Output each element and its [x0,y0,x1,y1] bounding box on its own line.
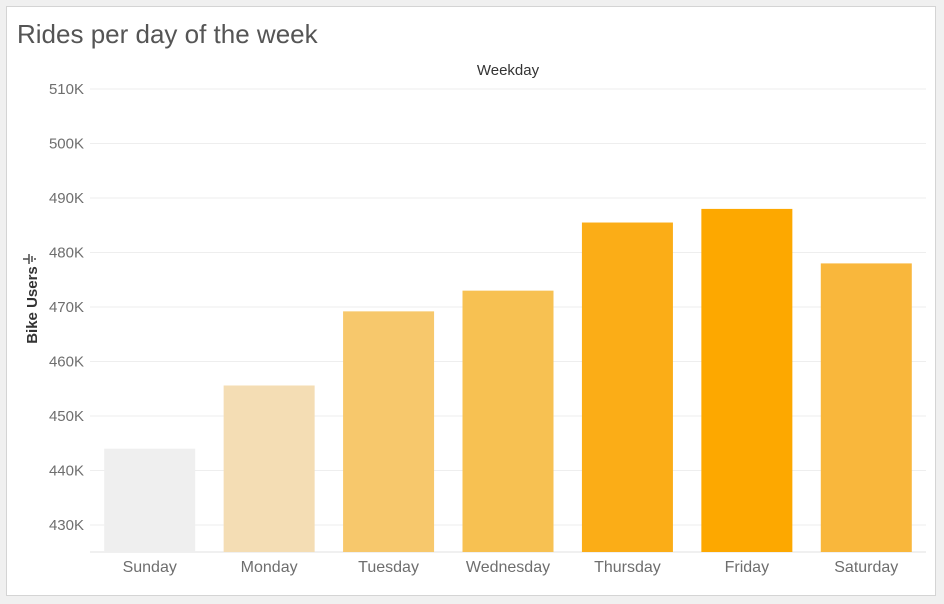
y-axis-title-group: Bike Users [23,254,41,344]
y-tick-label: 460K [49,354,84,371]
y-tick-label: 430K [49,517,84,534]
bar-monday[interactable] [223,385,315,552]
y-tick-label: 490K [49,190,84,207]
x-tick-label-friday: Friday [725,559,769,576]
bar-thursday[interactable] [581,222,673,552]
bar-tuesday[interactable] [343,311,435,552]
y-tick-label: 510K [49,81,84,98]
bar-friday[interactable] [701,208,793,552]
y-tick-label: 470K [49,299,84,316]
x-tick-label-tuesday: Tuesday [358,559,419,576]
chart-title: Rides per day of the week [17,19,318,49]
bar-wednesday[interactable] [462,290,554,552]
x-axis-title: Weekday [477,62,540,79]
x-tick-label-sunday: Sunday [123,559,177,576]
bars [104,208,912,552]
x-axis-tick-labels: Sunday Monday Tuesday Wednesday Thursday Frid… [123,559,899,576]
x-tick-label-saturday: Saturday [834,559,898,576]
y-axis-title: Bike Users [24,266,41,344]
y-tick-label: 500K [49,136,84,153]
x-tick-label-monday: Monday [241,559,298,576]
y-axis-tick-labels: 430K 440K 450K 460K 470K 480K 490K 500K 510K [49,81,84,534]
y-tick-label: 450K [49,408,84,425]
y-tick-label: 480K [49,245,84,262]
bar-sunday[interactable] [104,448,196,552]
x-tick-label-wednesday: Wednesday [466,559,550,576]
sort-descending-icon[interactable] [23,254,36,264]
y-tick-label: 440K [49,463,84,480]
bar-saturday[interactable] [820,263,912,552]
x-tick-label-thursday: Thursday [594,559,661,576]
